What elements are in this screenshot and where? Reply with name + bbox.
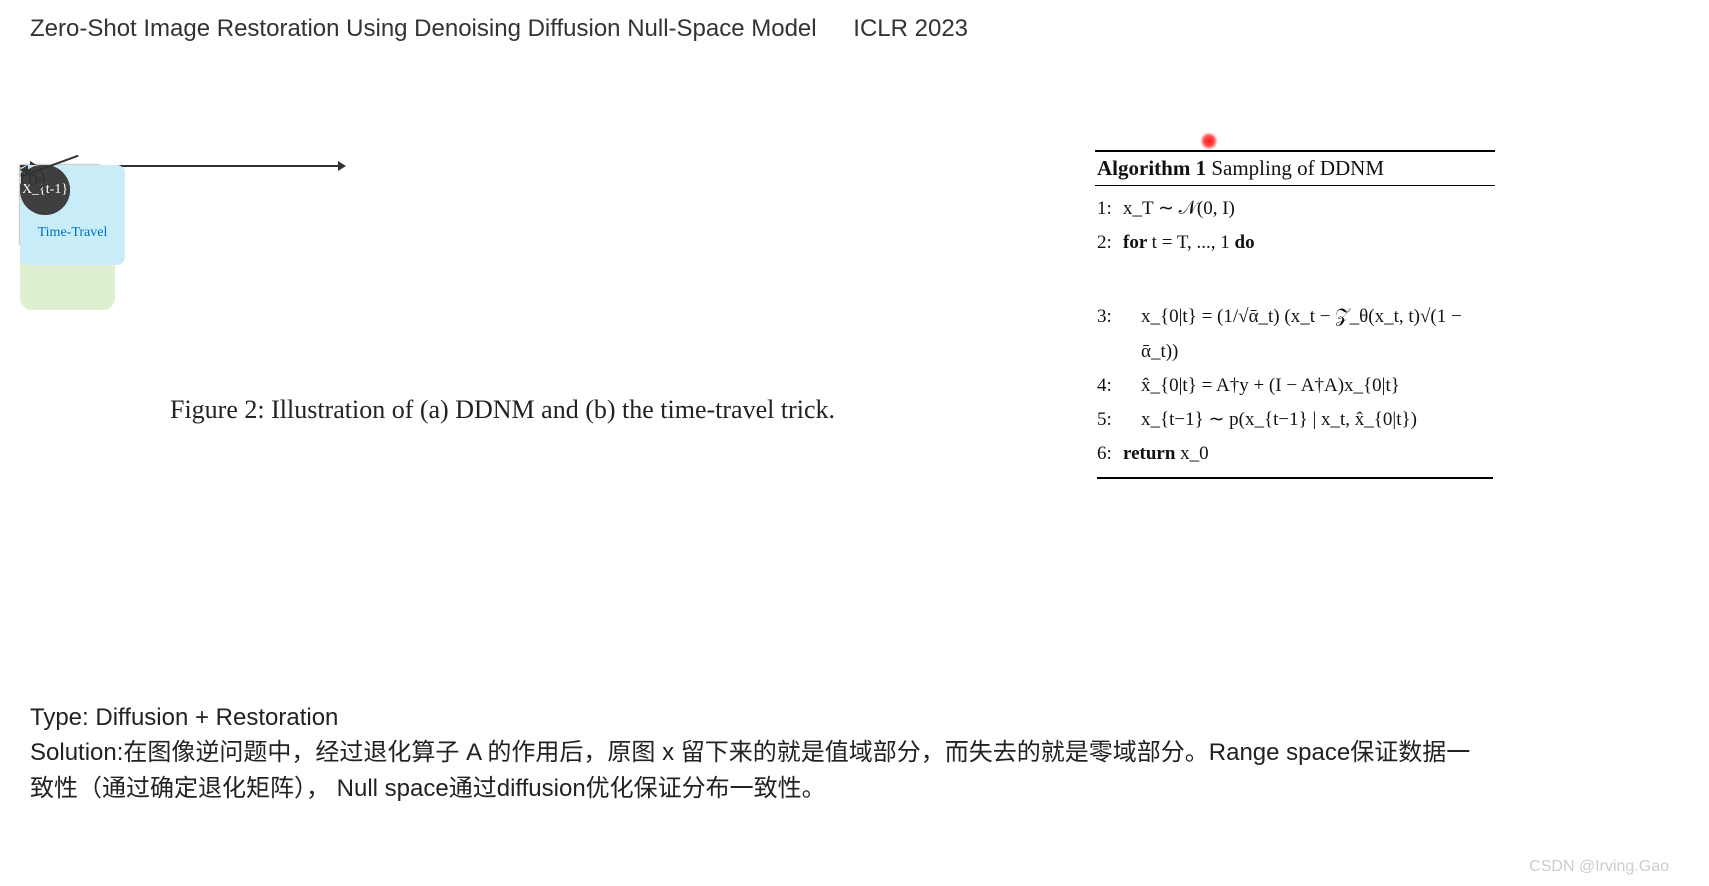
algo-title: Algorithm 1 Sampling of DDNM — [1095, 150, 1495, 186]
page-title: Zero-Shot Image Restoration Using Denois… — [30, 15, 968, 43]
watermark: CSDN @Irving.Gao — [1529, 858, 1669, 876]
solution-line: Solution:在图像逆问题中，经过退化算子 A 的作用后，原图 x 留下来的… — [30, 735, 1490, 807]
algo-line-2: for t = T, ..., 1 do — [1123, 226, 1493, 260]
algo-body: 1:x_T ∼ 𝒩(0, I) 2:for t = T, ..., 1 do 3… — [1095, 186, 1495, 485]
algo-line-4: x̂_{0|t} = A†y + (I − A†A)x_{0|t} — [1123, 369, 1493, 403]
paper-title: Zero-Shot Image Restoration Using Denois… — [30, 15, 817, 42]
laser-pointer — [1200, 132, 1218, 150]
algo-line-6: return x_0 — [1123, 437, 1493, 471]
label-b: (b) — [20, 165, 46, 191]
type-value: Diffusion + Restoration — [89, 704, 339, 731]
algo-title-rest: Sampling of DDNM — [1206, 156, 1384, 180]
type-line: Type: Diffusion + Restoration — [30, 700, 338, 736]
solution-value: 在图像逆问题中，经过退化算子 A 的作用后，原图 x 留下来的就是值域部分，而失… — [30, 739, 1470, 802]
venue: ICLR 2023 — [853, 15, 968, 42]
solution-label: Solution: — [30, 739, 123, 766]
figure-caption: Figure 2: Illustration of (a) DDNM and (… — [170, 395, 835, 425]
algo-line-5: x_{t−1} ∼ p(x_{t−1} | x_t, x̂_{0|t}) — [1123, 403, 1493, 437]
time-travel-label: Time-Travel — [38, 225, 108, 240]
algorithm-1: Algorithm 1 Sampling of DDNM 1:x_T ∼ 𝒩(0… — [1095, 150, 1495, 485]
algo-line-3: x_{0|t} = (1/√ᾱ_t) (x_t − 𝒵_θ(x_t, t)√(1… — [1123, 300, 1493, 368]
type-label: Type: — [30, 704, 89, 731]
algo-line-1: x_T ∼ 𝒩(0, I) — [1123, 192, 1493, 226]
figure-2: p X_T ··· X_t X_{0|t} A†Ax_{0|t} A†y (I … — [20, 165, 1080, 425]
algo-title-bold: Algorithm 1 — [1097, 156, 1206, 180]
